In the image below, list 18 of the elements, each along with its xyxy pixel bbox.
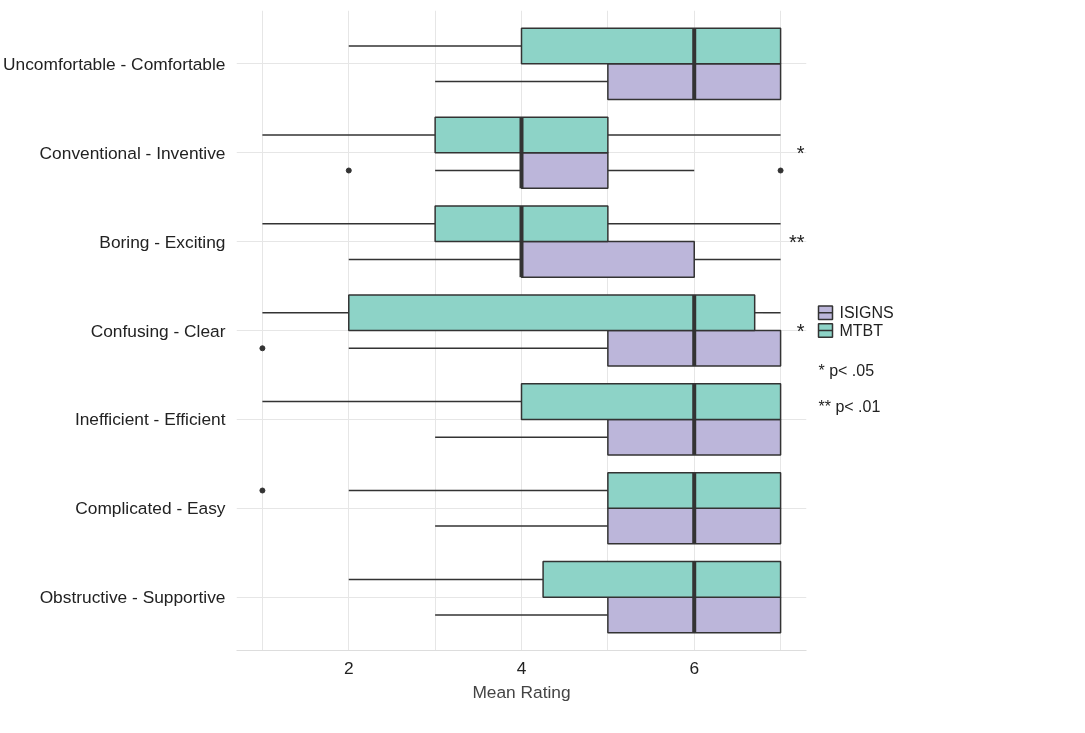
y-tick-label: Obstructive - Supportive [39, 587, 226, 608]
annotation: * [796, 319, 805, 342]
annotation: * [796, 141, 805, 164]
legend-label: ISIGNS [839, 304, 894, 322]
x-tick-label: 6 [689, 657, 700, 678]
text: * p< .05 [818, 362, 875, 379]
annotation: ** [788, 230, 805, 253]
x-tick-label: 4 [516, 657, 527, 678]
x-axis-title: Mean Rating [472, 681, 571, 702]
y-tick-label: Complicated - Easy [75, 498, 226, 519]
x-tick-label: 2 [343, 657, 354, 678]
legend-label: MTBT [839, 322, 884, 339]
text: ** p< .01 [818, 397, 881, 415]
y-tick-label: Conventional - Inventive [39, 142, 226, 163]
y-tick-label: Boring - Exciting [99, 231, 226, 252]
y-tick-label: Inefficient - Efficient [74, 409, 226, 430]
y-tick-label: Confusing - Clear [90, 320, 226, 341]
y-tick-label: Uncomfortable - Comfortable [3, 53, 226, 74]
